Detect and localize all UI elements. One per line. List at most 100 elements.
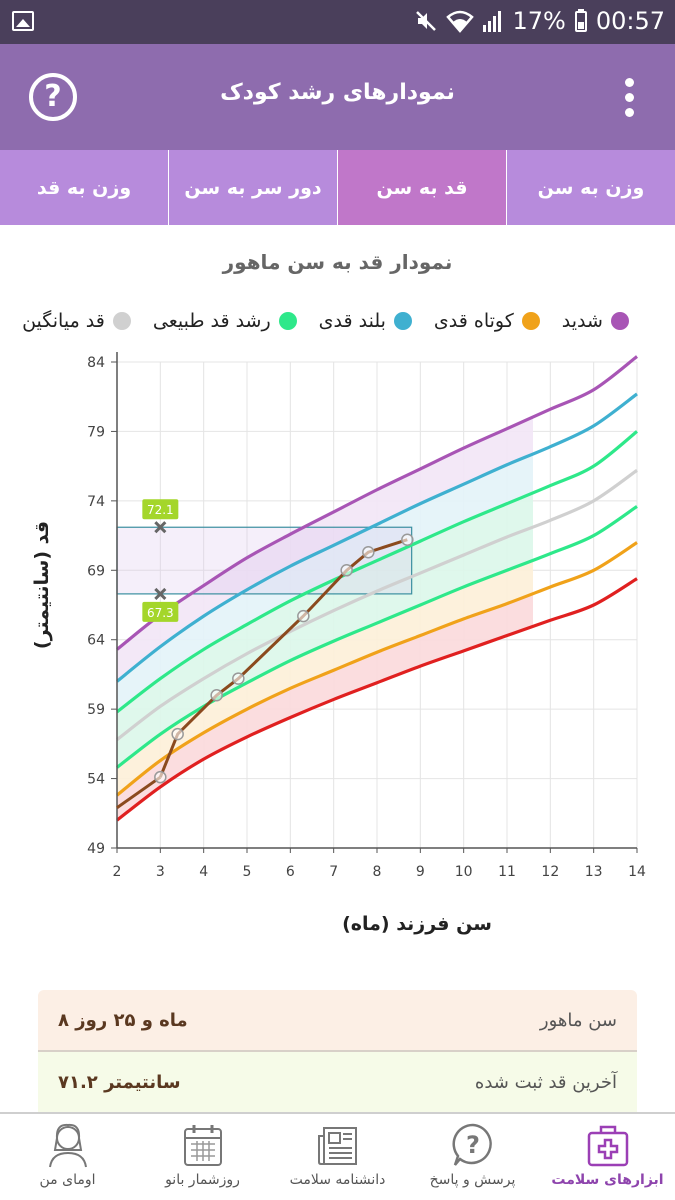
nav-health-tools[interactable]: ابزارهای سلامت — [540, 1114, 675, 1200]
svg-text:?: ? — [466, 1131, 480, 1159]
info-cards: ۸ ماه و ۲۵ روز سن ماهور ۷۱.۲ سانتیمتر آخ… — [38, 990, 637, 1114]
chart-legend: شدید کوتاه قدی بلند قدی رشد قد طبیعی قد … — [0, 306, 675, 336]
measurement-point — [232, 672, 245, 685]
calendar-icon — [183, 1125, 222, 1166]
marker-x — [154, 587, 167, 600]
legend-item-normal: رشد قد طبیعی — [153, 306, 297, 336]
nav-label: دانشنامه سلامت — [289, 1172, 386, 1188]
age-card: ۸ ماه و ۲۵ روز سن ماهور — [38, 990, 637, 1052]
chart-tabs: وزن به قد دور سر به سن قد به سن وزن به س… — [0, 150, 675, 225]
nav-label: پرسش و پاسخ — [429, 1172, 516, 1188]
x-tick-label: 6 — [286, 864, 295, 880]
measurement-point — [401, 533, 414, 546]
reference-curve-average — [116, 469, 638, 741]
growth-chart: 2 3 4 5 6 7 8 9 10 11 12 13 14 49 54 59 64 69 74 79 84 سن فرز… — [31, 352, 646, 935]
measurement-point — [340, 564, 353, 577]
y-tick-label: 59 — [87, 702, 105, 718]
clock: 00:57 — [595, 7, 665, 35]
question-bubble-icon: ? — [452, 1123, 492, 1166]
legend-label: قد میانگین — [22, 310, 105, 332]
page-title: نمودارهای رشد کودک — [220, 80, 455, 105]
reference-curve-purple — [115, 355, 638, 651]
last-height-label: آخرین قد ثبت شده — [474, 1072, 617, 1093]
band-area — [117, 492, 533, 740]
x-tick-label: 14 — [628, 864, 646, 880]
legend-dot — [112, 312, 131, 330]
measurement-point — [297, 609, 310, 623]
marker-label: 67.3 — [147, 606, 174, 620]
x-tick-label: 5 — [243, 864, 252, 880]
tab-height-for-age[interactable]: قد به سن — [337, 150, 506, 225]
x-tick-label: 11 — [498, 864, 516, 880]
x-tick-label: 2 — [113, 864, 122, 880]
band-area — [117, 593, 533, 821]
legend-label: شدید — [561, 310, 603, 332]
app-bar: ? نمودارهای رشد کودک — [0, 44, 675, 150]
battery-icon — [574, 9, 587, 32]
y-tick-label: 74 — [87, 494, 105, 510]
tab-weight-for-height[interactable]: وزن به قد — [36, 176, 132, 199]
chart-title: نمودار قد به سن ماهور — [222, 250, 453, 274]
reference-curve-blue — [115, 392, 638, 683]
x-tick-label: 3 — [156, 864, 165, 880]
legend-item-average: قد میانگین — [22, 306, 131, 336]
profile-icon — [48, 1123, 87, 1168]
wifi-icon — [446, 10, 475, 33]
help-icon[interactable]: ? — [29, 73, 77, 121]
range-box — [116, 526, 413, 595]
nav-calendar[interactable]: روزشمار بانو — [135, 1114, 270, 1200]
marker-x — [154, 521, 167, 534]
legend-item-tall: بلند قدی — [319, 306, 412, 336]
legend-item-severe: شدید — [562, 306, 629, 336]
legend-dot — [521, 312, 540, 330]
status-right: 17% 00:57 — [414, 7, 665, 35]
tab-weight-for-age[interactable]: وزن به سن — [506, 150, 675, 225]
y-tick-label: 54 — [87, 772, 105, 788]
measurement-point — [154, 770, 167, 784]
y-tick-label: 79 — [87, 424, 105, 440]
band-area — [117, 527, 533, 768]
y-tick-label: 64 — [87, 633, 105, 649]
measurement-point — [210, 689, 223, 702]
nav-label: اومای من — [39, 1172, 96, 1188]
x-tick-label: 12 — [541, 864, 559, 880]
measurement-point — [362, 545, 375, 559]
marker-label-box — [142, 601, 179, 622]
x-tick-label: 7 — [329, 864, 338, 880]
y-tick-label: 69 — [87, 563, 105, 579]
more-menu-icon[interactable] — [623, 78, 635, 122]
signal-icon — [483, 11, 502, 32]
nav-label: ابزارهای سلامت — [551, 1172, 664, 1188]
legend-label: کوتاه قدی — [433, 310, 514, 332]
reference-curve-red — [116, 577, 638, 822]
nav-questions[interactable]: ? پرسش و پاسخ — [405, 1114, 540, 1200]
tab-head-circumference-for-age[interactable]: دور سر به سن — [168, 150, 337, 225]
y-axis-title: قد (سانتیمتر) — [31, 521, 53, 649]
marker-label-box — [142, 499, 179, 520]
age-value: ۸ ماه و ۲۵ روز — [58, 1009, 188, 1031]
x-tick-label: 8 — [373, 864, 382, 880]
nav-encyclopedia[interactable]: دانشنامه سلامت — [270, 1114, 405, 1200]
x-tick-label: 10 — [455, 864, 473, 880]
mute-icon — [416, 11, 437, 31]
status-bar: 17% 00:57 — [0, 0, 675, 44]
age-label: سن ماهور — [539, 1009, 617, 1031]
newspaper-icon — [317, 1127, 357, 1165]
x-tick-label: 13 — [585, 864, 603, 880]
legend-label: بلند قدی — [318, 310, 386, 332]
x-tick-label: 4 — [199, 864, 208, 880]
legend-label: رشد قد طبیعی — [152, 310, 271, 332]
nav-my-profile[interactable]: اومای من — [0, 1114, 135, 1200]
legend-item-short: کوتاه قدی — [434, 306, 540, 336]
medical-kit-icon — [587, 1125, 628, 1167]
battery-percent: 17% — [512, 7, 566, 35]
bottom-navigation: اومای من روزشمار بانو دانشنامه سلامت ? پ… — [0, 1112, 675, 1200]
reference-curve-green-high — [116, 430, 639, 714]
measurement-line-start — [116, 775, 162, 809]
band-area — [117, 560, 533, 796]
legend-dot — [393, 312, 412, 330]
legend-dot — [278, 312, 297, 330]
legend-dot — [610, 312, 629, 330]
measurement-point — [171, 727, 184, 741]
x-tick-label: 9 — [416, 864, 425, 880]
